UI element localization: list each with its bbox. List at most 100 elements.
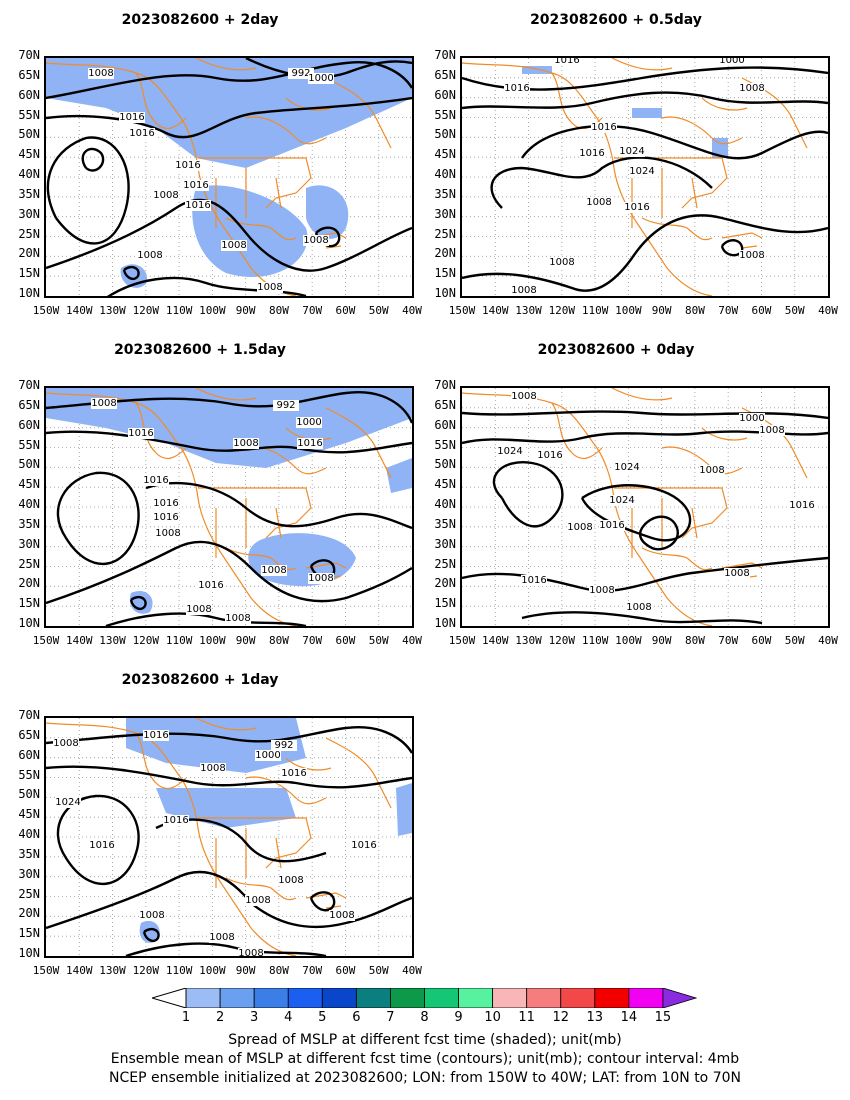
map-svg: 1016 1000 1008 1016 1016 1024 1024 1016 1008 1016… bbox=[462, 58, 828, 296]
lat-label: 15N bbox=[434, 266, 456, 281]
mslp-contour bbox=[46, 136, 130, 245]
contour-label-bg bbox=[153, 512, 179, 523]
spread-shading bbox=[386, 458, 412, 493]
lon-label: 90W bbox=[235, 964, 256, 977]
contour-label-bg bbox=[137, 250, 163, 261]
mslp-contour bbox=[245, 58, 412, 79]
colorbar-segment bbox=[492, 988, 528, 1008]
contour-label: 1008 bbox=[589, 585, 614, 596]
contour-label-bg bbox=[278, 875, 304, 886]
coastline bbox=[245, 776, 327, 805]
mslp-contour bbox=[122, 265, 140, 281]
contour-label: 1008 bbox=[139, 910, 164, 921]
lat-label: 65N bbox=[434, 67, 456, 82]
contour-label-bg bbox=[537, 450, 563, 461]
mslp-contour bbox=[521, 611, 763, 625]
lat-label: 50N bbox=[434, 127, 456, 142]
panel-title: 2023082600 + 0.5day bbox=[530, 12, 702, 28]
lon-label: 70W bbox=[302, 304, 323, 317]
lat-label: 45N bbox=[434, 147, 456, 162]
contour-label: 1000 bbox=[255, 750, 280, 761]
map-panel-5: 2023082600 + 1day 70N 65N 60N 55N 50N 45N 40N 35… bbox=[0, 672, 422, 977]
lon-label: 90W bbox=[651, 304, 672, 317]
colorbar-tick-label: 7 bbox=[386, 1010, 395, 1025]
lon-label: 100W bbox=[615, 304, 642, 317]
contour-label: 1008 bbox=[699, 465, 724, 476]
contour-label-bg bbox=[599, 520, 625, 531]
lat-label: 50N bbox=[18, 787, 40, 802]
contour-label-bg bbox=[91, 398, 117, 409]
contour-label-bg bbox=[511, 285, 537, 296]
map-panel-3: 2023082600 + 1.5day 70N 65N 60N 55N 50N 45N 40N… bbox=[0, 342, 422, 647]
lon-label: 100W bbox=[199, 304, 226, 317]
contour-label: 1016 bbox=[128, 428, 153, 439]
lat-label: 45N bbox=[18, 147, 40, 162]
contour-label: 1000 bbox=[719, 58, 744, 66]
contour-label: 1024 bbox=[619, 146, 644, 157]
colorbar-segment bbox=[355, 988, 391, 1008]
lon-label: 130W bbox=[515, 304, 542, 317]
lon-label: 60W bbox=[335, 634, 356, 647]
contour-label-bg bbox=[504, 83, 530, 94]
contour-label: 1008 bbox=[549, 257, 574, 268]
contour-label: 1016 bbox=[175, 160, 200, 171]
contour-label-bg bbox=[221, 240, 247, 251]
coastline bbox=[225, 547, 297, 571]
contour-label-bg bbox=[351, 840, 377, 851]
colorbar-segment bbox=[287, 988, 323, 1008]
mslp-contour bbox=[46, 96, 412, 139]
contour-label: 1008 bbox=[739, 250, 764, 261]
lon-label: 60W bbox=[335, 304, 356, 317]
contour-label-bg bbox=[89, 840, 115, 851]
caption-line-3: NCEP ensemble initialized at 2023082600;… bbox=[109, 1070, 741, 1086]
mslp-contour bbox=[46, 540, 412, 605]
contour-label: 1008 bbox=[221, 240, 246, 251]
colorbar-segment bbox=[526, 988, 562, 1008]
contour-label-bg bbox=[128, 428, 154, 439]
contour-label-bg bbox=[719, 58, 745, 66]
lon-label: 90W bbox=[651, 634, 672, 647]
lat-label: 50N bbox=[434, 457, 456, 472]
lon-label: 40W bbox=[818, 304, 838, 317]
lat-label: 45N bbox=[434, 477, 456, 492]
contour-label-bg bbox=[511, 391, 537, 402]
contour-label: 1008 bbox=[155, 528, 180, 539]
lon-label: 130W bbox=[515, 634, 542, 647]
lat-label: 30N bbox=[434, 536, 456, 551]
lat-label: 30N bbox=[18, 536, 40, 551]
contour-label: 1008 bbox=[238, 948, 263, 956]
lon-label: 130W bbox=[99, 304, 126, 317]
contour-label: 1008 bbox=[759, 425, 784, 436]
lon-label: 120W bbox=[548, 634, 576, 647]
contour-label: 992 bbox=[274, 740, 293, 751]
contour-label-bg bbox=[55, 797, 81, 808]
contour-label: 1016 bbox=[579, 148, 604, 159]
coastline bbox=[614, 487, 728, 539]
contour-label: 1024 bbox=[55, 797, 80, 808]
contour-label: 1008 bbox=[586, 197, 611, 208]
contour-label-bg bbox=[629, 166, 655, 177]
mslp-contour bbox=[492, 461, 564, 528]
spread-shading bbox=[248, 533, 356, 587]
coastline bbox=[611, 58, 673, 71]
contour-label-bg bbox=[261, 565, 287, 576]
coastline bbox=[641, 547, 713, 571]
contour-label: 1008 bbox=[626, 602, 651, 613]
mslp-contour bbox=[129, 595, 147, 611]
lon-label: 50W bbox=[368, 964, 389, 977]
contour-label: 1016 bbox=[504, 83, 529, 94]
lat-label: 10N bbox=[434, 286, 456, 300]
lat-label: 35N bbox=[18, 846, 40, 861]
lat-label: 20N bbox=[434, 246, 456, 261]
contour-label: 1008 bbox=[329, 910, 354, 921]
contour-label: 1016 bbox=[129, 128, 154, 139]
lon-label: 70W bbox=[302, 634, 323, 647]
contour-label: 1008 bbox=[739, 83, 764, 94]
contour-label-bg bbox=[153, 190, 179, 201]
lat-label: 25N bbox=[18, 226, 40, 241]
coastline bbox=[195, 388, 257, 401]
colorbar-tick-label: 11 bbox=[518, 1010, 535, 1025]
contour-label: 1024 bbox=[497, 446, 522, 457]
mslp-contour bbox=[46, 765, 412, 789]
spread-shading bbox=[712, 138, 728, 158]
